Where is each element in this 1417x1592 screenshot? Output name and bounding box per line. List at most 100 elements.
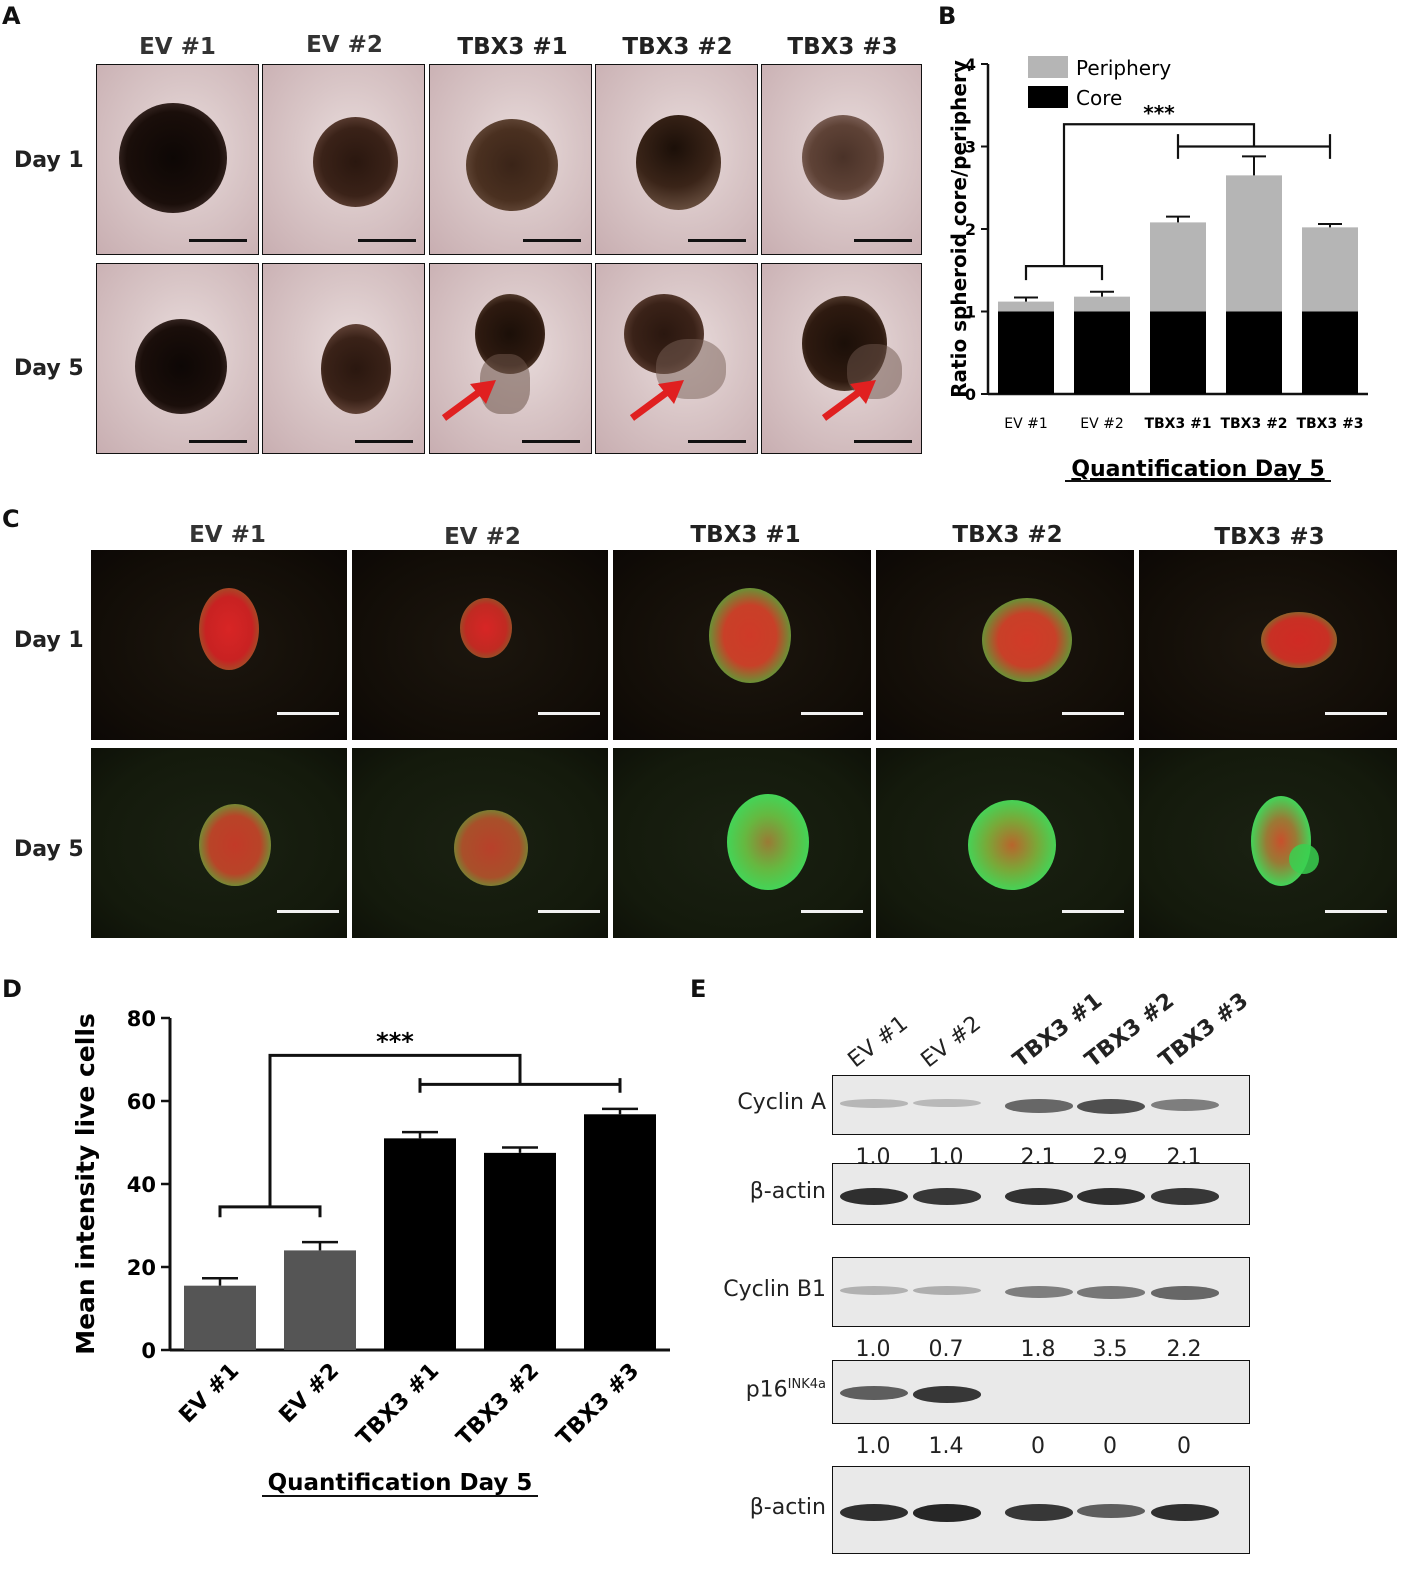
blot-strip — [832, 1360, 1250, 1424]
panel-label-a: A — [2, 2, 21, 30]
bracket-compare — [1062, 123, 1256, 267]
fluorescence-image — [91, 550, 347, 740]
band-quantification: 1.4 — [928, 1434, 964, 1459]
col-header-tbx3-2: TBX3 #2 — [622, 34, 733, 60]
blot-strip — [832, 1163, 1250, 1225]
fluorescence-image — [91, 748, 347, 938]
panel-label-e: E — [690, 975, 707, 1003]
y-tick-label: 80 — [127, 1007, 156, 1031]
legend-swatch-periphery — [1028, 56, 1068, 78]
band-quantification: 0.7 — [928, 1337, 964, 1362]
y-tick-label: 4 — [965, 55, 976, 74]
x-tick-label: EV #1 — [175, 1359, 245, 1429]
blot-band — [1077, 1099, 1145, 1114]
bar — [484, 1152, 556, 1350]
blot-band — [913, 1386, 981, 1403]
band-quantification: 1.0 — [855, 1337, 891, 1362]
brightfield-image — [96, 64, 259, 255]
blot-band — [913, 1188, 981, 1205]
blot-strip — [832, 1075, 1250, 1135]
blot-label: β-actin — [749, 1179, 826, 1204]
band-quantification: 0 — [1177, 1434, 1191, 1459]
bar-periphery — [1150, 222, 1206, 312]
bracket-ev — [1024, 265, 1104, 281]
blot-band — [913, 1099, 981, 1108]
y-tick-label: 40 — [127, 1173, 156, 1197]
blot-band — [1151, 1286, 1219, 1300]
row-header-day5: Day 5 — [14, 837, 84, 862]
row-header-day1: Day 1 — [14, 148, 84, 173]
brightfield-image — [595, 263, 758, 454]
band-quantification: 0 — [1031, 1434, 1045, 1459]
panel-label-c: C — [2, 505, 20, 533]
brightfield-image — [761, 64, 922, 255]
brightfield-image — [429, 64, 592, 255]
red-arrow-icon — [821, 380, 876, 421]
blot-label: Cyclin A — [737, 1090, 826, 1115]
blot-band — [1005, 1188, 1073, 1205]
x-tick-label: TBX3 #2 — [1220, 416, 1287, 432]
x-tick-label: EV #1 — [1004, 416, 1048, 432]
bracket-compare — [268, 1053, 522, 1207]
x-axis-label: Quantification Day 5 — [1071, 457, 1324, 482]
y-tick-label: 20 — [127, 1256, 156, 1280]
x-tick-label: TBX3 #3 — [1296, 416, 1363, 432]
col-header-ev2: EV #2 — [306, 32, 383, 58]
row-header-day5: Day 5 — [14, 356, 84, 381]
brightfield-image — [595, 64, 758, 255]
band-quantification: 1.0 — [855, 1434, 891, 1459]
significance-label: *** — [1143, 101, 1175, 125]
x-tick-label: TBX3 #1 — [352, 1359, 444, 1451]
bar-periphery — [1302, 227, 1358, 312]
legend-label-core: Core — [1076, 86, 1122, 110]
row-header-day1: Day 1 — [14, 628, 84, 653]
bar-core — [998, 311, 1054, 394]
lane-label: EV #2 — [916, 1011, 986, 1073]
y-tick-label: 3 — [965, 138, 976, 157]
chart-d: 0 20 40 60 80 *** Mean intensity live cells E… — [71, 1007, 670, 1497]
blot-label: p16INK4a — [745, 1377, 826, 1403]
blot-band — [1005, 1504, 1073, 1521]
blot-band — [1151, 1188, 1219, 1205]
brightfield-image — [761, 263, 922, 454]
fluorescence-image — [352, 550, 608, 740]
y-tick-label: 60 — [127, 1090, 156, 1114]
legend-label-periphery: Periphery — [1076, 56, 1171, 80]
bar — [284, 1250, 356, 1350]
panel-label-b: B — [938, 2, 957, 30]
blot-band — [1077, 1188, 1145, 1205]
legend-swatch-core — [1028, 86, 1068, 108]
blot-strip — [832, 1466, 1250, 1554]
bracket-tbx3 — [418, 1078, 622, 1093]
brightfield-image — [262, 263, 425, 454]
lane-label: EV #1 — [843, 1011, 913, 1073]
col-header-tbx3-3: TBX3 #3 — [787, 34, 898, 60]
blot-band — [913, 1286, 981, 1295]
blot-band — [840, 1188, 908, 1205]
band-quantification: 0 — [1103, 1434, 1117, 1459]
blot-band — [1151, 1504, 1219, 1521]
y-tick-label: 2 — [965, 220, 976, 239]
x-tick-label: TBX3 #2 — [452, 1359, 544, 1451]
bar — [384, 1138, 456, 1350]
blot-label: Cyclin B1 — [723, 1277, 826, 1302]
blot-band — [1151, 1099, 1219, 1111]
fluorescence-image — [876, 550, 1134, 740]
y-tick-label: 0 — [965, 385, 976, 404]
blot-band — [1005, 1099, 1073, 1113]
bracket-ev — [218, 1205, 322, 1218]
x-tick-label: EV #2 — [275, 1359, 345, 1429]
bar-core — [1226, 311, 1282, 394]
brightfield-image — [96, 263, 259, 454]
blot-band — [840, 1286, 908, 1295]
blot-band — [1077, 1504, 1145, 1518]
fluorescence-image — [613, 550, 871, 740]
col-header-tbx3-1: TBX3 #1 — [690, 522, 801, 548]
blot-band — [913, 1504, 981, 1522]
bar — [184, 1285, 256, 1350]
bar-periphery — [1074, 296, 1130, 312]
band-quantification: 2.2 — [1166, 1337, 1202, 1362]
x-tick-label: TBX3 #3 — [552, 1359, 644, 1451]
fluorescence-image — [613, 748, 871, 938]
brightfield-image — [262, 64, 425, 255]
